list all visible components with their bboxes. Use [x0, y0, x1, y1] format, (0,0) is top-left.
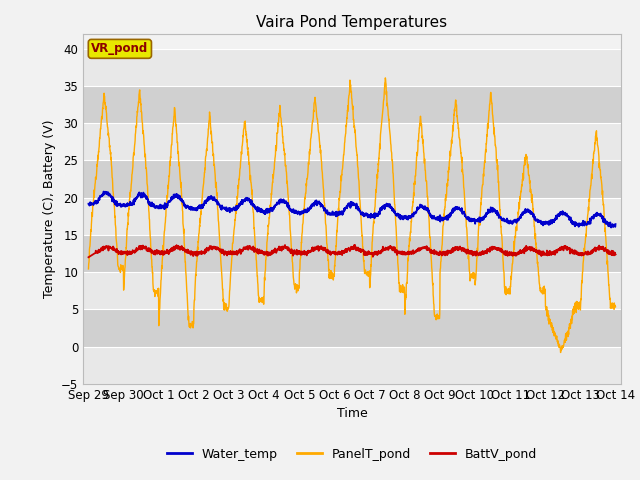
- Bar: [83, 86, 621, 123]
- Legend: Water_temp, PanelT_pond, BattV_pond: Water_temp, PanelT_pond, BattV_pond: [162, 443, 542, 466]
- Y-axis label: Temperature (C), Battery (V): Temperature (C), Battery (V): [42, 120, 56, 298]
- Bar: [83, 123, 621, 160]
- X-axis label: Time: Time: [337, 408, 367, 420]
- Bar: [83, 198, 621, 235]
- Bar: [83, 48, 621, 86]
- Bar: [83, 272, 621, 310]
- Title: Vaira Pond Temperatures: Vaira Pond Temperatures: [257, 15, 447, 30]
- Bar: [83, 160, 621, 198]
- Text: VR_pond: VR_pond: [92, 42, 148, 55]
- Bar: [83, 347, 621, 384]
- Bar: [83, 310, 621, 347]
- Bar: [83, 235, 621, 272]
